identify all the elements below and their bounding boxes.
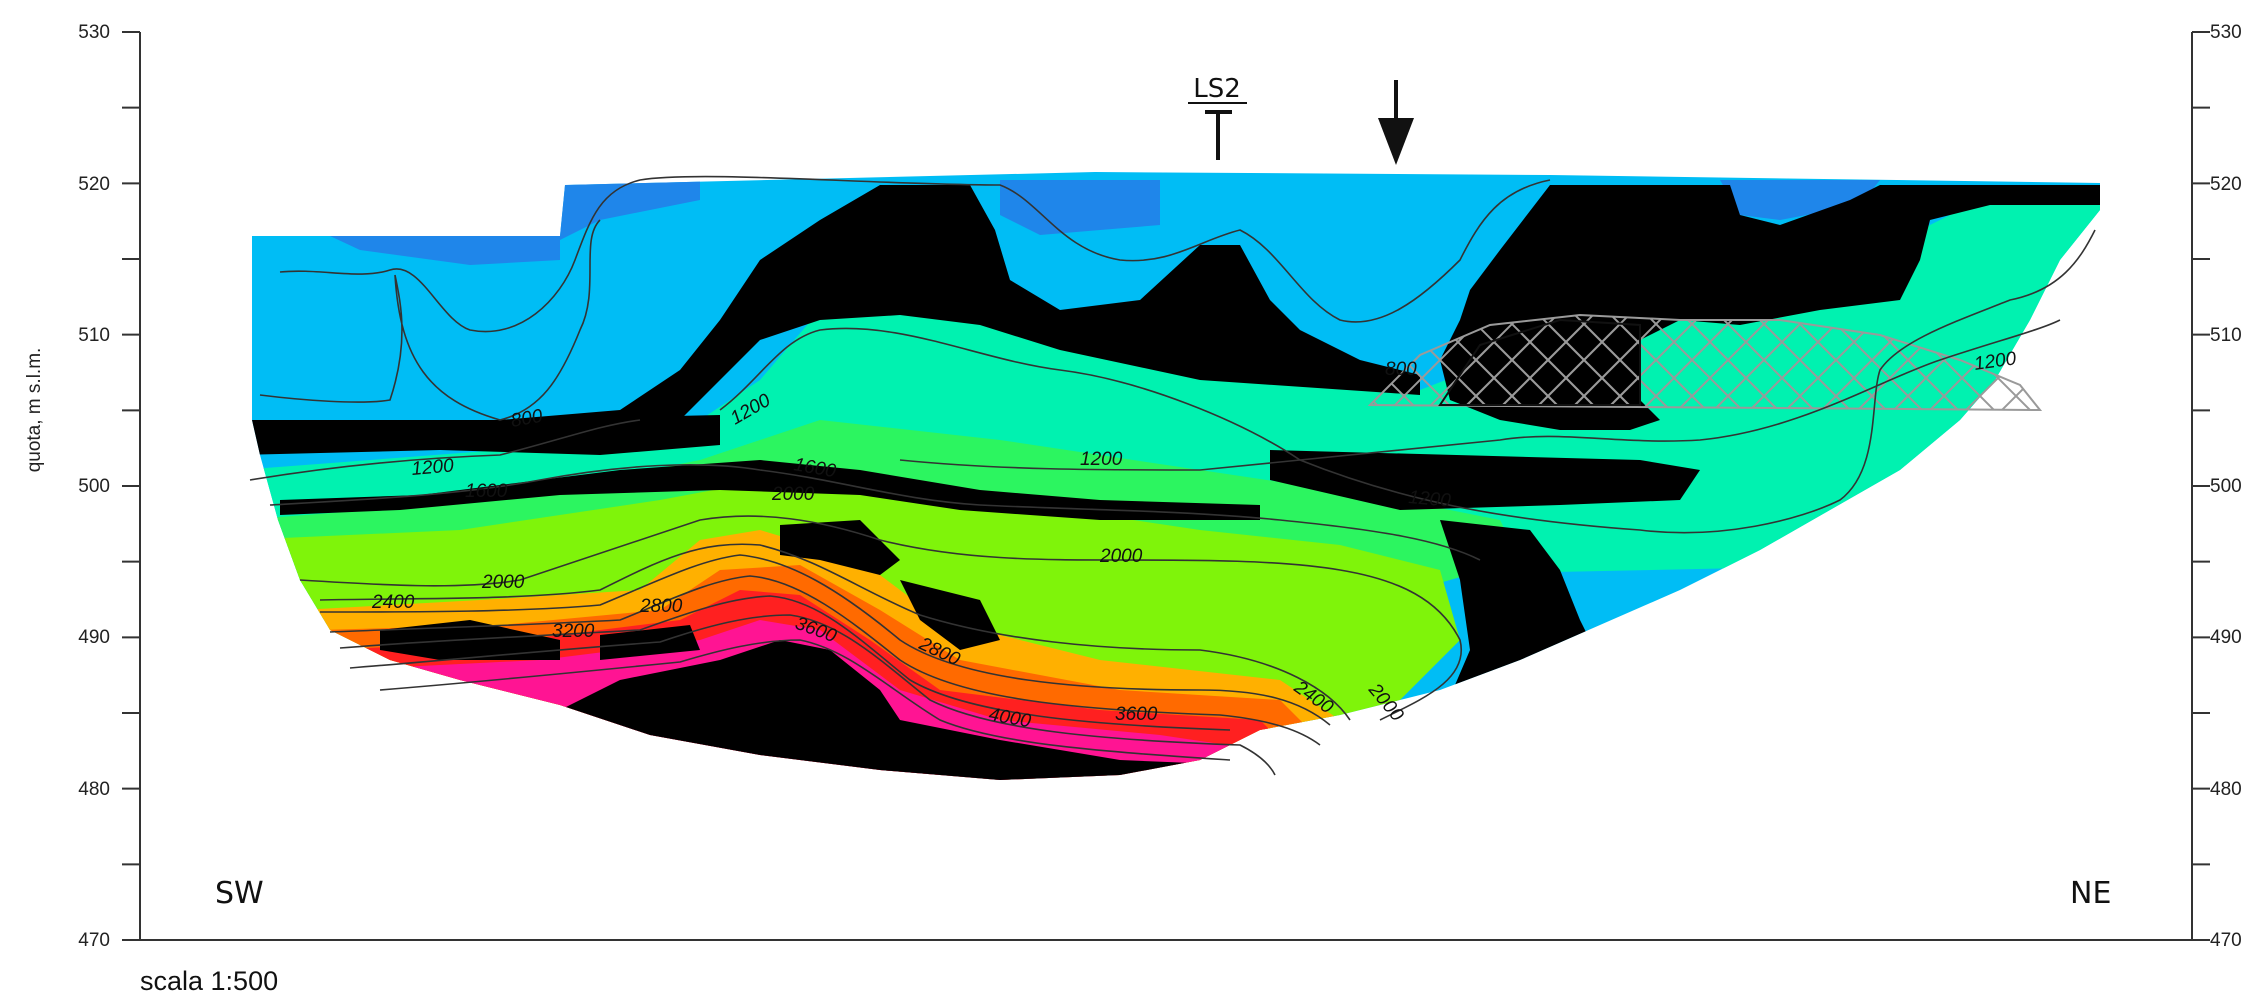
contour-800-upper <box>279 175 1551 333</box>
masked-area-3 <box>1270 450 1700 510</box>
masked-area-5 <box>280 460 1260 520</box>
tick-label-470-right: 470 <box>2210 930 2242 951</box>
contour-label-2000-a: 2000 <box>481 572 525 593</box>
contour-1200-c <box>899 319 2061 471</box>
contour-4000 <box>379 639 1231 761</box>
contour-label-3200: 3200 <box>552 621 595 642</box>
tick-label-520-right: 520 <box>2210 174 2242 195</box>
borehole-marker: LS2 <box>1188 74 1247 160</box>
masked-area-1 <box>500 185 1420 450</box>
tick-label-490-left: 490 <box>78 627 110 648</box>
contour-lines <box>249 175 2096 776</box>
contour-1200-b <box>719 229 2096 534</box>
contour-3200 <box>339 595 1231 731</box>
tick-label-480-left: 480 <box>78 779 110 800</box>
tick-label-510-right: 510 <box>2210 325 2242 346</box>
contour-label-1200-c: 1200 <box>1080 449 1123 470</box>
contour-1200-a <box>249 419 641 481</box>
tick-label-520-left: 520 <box>78 174 110 195</box>
tick-label-530-left: 530 <box>78 22 110 43</box>
contour-label-1200-e: 1200 <box>1973 348 2018 375</box>
band-800-dark <box>330 180 1880 265</box>
left-tick-labels: 530 520 510 500 490 480 470 <box>78 22 110 951</box>
contour-label-1200-d: 1200 <box>1408 487 1452 512</box>
contour-label-3600-b: 3600 <box>1115 704 1158 725</box>
tick-label-530-right: 530 <box>2210 22 2242 43</box>
direction-sw: SW <box>215 876 264 911</box>
masked-area-4 <box>252 415 720 455</box>
contour-label-2000-b: 2000 <box>771 484 815 505</box>
tick-label-470-left: 470 <box>78 930 110 951</box>
contour-label-800-b: 800 <box>1385 359 1417 380</box>
contour-label-2800-a: 2800 <box>639 596 683 617</box>
section-body <box>252 172 2100 780</box>
tick-label-500-left: 500 <box>78 476 110 497</box>
scale-text: scala 1:500 <box>140 966 278 996</box>
y-axis-title: quota, m s.l.m. <box>24 348 45 473</box>
contour-label-2400-a: 2400 <box>371 592 415 613</box>
hatched-region <box>1367 313 2043 412</box>
axes <box>122 31 2210 941</box>
contour-1600 <box>269 464 1481 561</box>
tick-label-500-right: 500 <box>2210 476 2242 497</box>
contour-2000-a <box>299 515 1463 721</box>
contour-2000-b <box>319 543 1351 721</box>
contour-2800 <box>329 575 1321 746</box>
contour-label-1200-a: 1200 <box>411 455 455 480</box>
tick-label-490-right: 490 <box>2210 627 2242 648</box>
right-tick-labels: 530 520 510 500 490 480 470 <box>2210 22 2242 951</box>
tick-label-480-right: 480 <box>2210 779 2242 800</box>
borehole-label: LS2 <box>1193 74 1241 104</box>
tick-label-510-left: 510 <box>78 325 110 346</box>
contour-3600 <box>349 614 1276 776</box>
masked-area-7 <box>600 520 1000 660</box>
contour-2400 <box>319 554 1331 726</box>
tick-marks <box>122 31 2210 941</box>
contour-label-2000-c: 2000 <box>1099 546 1143 567</box>
hatch-black <box>1438 318 1641 406</box>
arrow-down-icon <box>1378 80 1414 165</box>
contour-800-lower <box>259 219 601 421</box>
direction-ne: NE <box>2070 876 2111 911</box>
contour-label-1600-a: 1600 <box>465 481 508 502</box>
